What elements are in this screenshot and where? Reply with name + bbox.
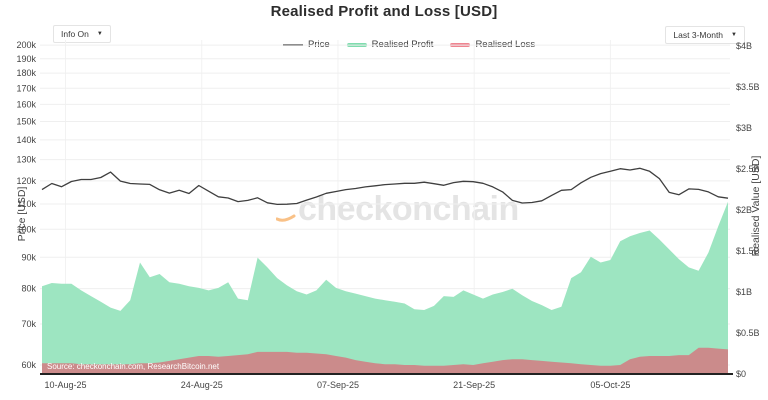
info-dropdown-label: Info On (61, 29, 89, 39)
checkonchain-logo-icon (276, 214, 296, 222)
y-left-tick-label: 150k (16, 117, 36, 127)
x-tick-label: 07-Sep-25 (317, 380, 359, 390)
y-right-tick-label: $1B (736, 287, 752, 297)
price-line-swatch (283, 43, 303, 46)
y-right-tick-label: $4B (736, 41, 752, 51)
y-left-tick-label: 110k (17, 199, 36, 209)
area-realised-loss[interactable] (42, 347, 728, 374)
y-left-tick-label: 70k (21, 319, 36, 329)
y-right-tick-label: $1.5B (736, 246, 760, 256)
right-axis-title: Realised Value [USD] (750, 155, 762, 257)
y-right-tick-label: $0.5B (736, 328, 760, 338)
range-dropdown-label: Last 3-Month (673, 30, 724, 40)
source-note: Source: checkonchain.com, ResearchBitcoi… (47, 362, 220, 371)
y-left-tick-label: 60k (21, 360, 36, 370)
price-line[interactable] (41, 167, 729, 206)
legend: Price Realised Profit Realised Loss (283, 39, 535, 50)
legend-label-price: Price (308, 39, 330, 50)
y-left-tick-label: 170k (16, 83, 36, 93)
y-left-tick-label: 190k (16, 54, 36, 64)
legend-item-realised-profit[interactable]: Realised Profit (346, 39, 434, 50)
x-tick-label: 24-Aug-25 (181, 380, 223, 390)
y-left-tick-label: 140k (16, 135, 36, 145)
left-axis-title: Price [USD] (16, 186, 28, 242)
area-realised-profit[interactable] (42, 201, 728, 374)
y-left-tick-label: 180k (16, 68, 36, 78)
y-right-tick-label: $3B (736, 123, 752, 133)
legend-item-price[interactable]: Price (283, 39, 330, 50)
caret-down-icon: ▼ (96, 31, 103, 37)
y-right-tick-label: $3.5B (736, 82, 760, 92)
realised-profit-swatch (346, 42, 367, 47)
legend-label-realised-profit: Realised Profit (371, 39, 434, 50)
y-left-tick-label: 80k (21, 284, 36, 294)
y-right-tick-label: $2.5B (736, 164, 760, 174)
info-dropdown[interactable]: Info On ▼ (53, 25, 111, 43)
y-left-tick-label: 100k (16, 224, 36, 234)
realised-loss-swatch (450, 42, 471, 47)
caret-down-icon: ▼ (731, 32, 737, 38)
y-left-tick-label: 130k (16, 155, 36, 165)
legend-label-realised-loss: Realised Loss (475, 39, 536, 50)
y-left-tick-label: 90k (21, 252, 36, 262)
x-tick-label: 10-Aug-25 (45, 380, 87, 390)
y-left-tick-label: 120k (16, 176, 36, 186)
y-left-tick-label: 160k (16, 99, 36, 109)
x-tick-label: 05-Oct-25 (590, 380, 630, 390)
watermark-text: checkonchain (298, 190, 519, 228)
y-right-tick-label: $0 (736, 369, 746, 379)
legend-item-realised-loss[interactable]: Realised Loss (450, 39, 535, 50)
y-left-tick-label: 200k (16, 40, 36, 50)
y-right-tick-label: $2B (736, 205, 752, 215)
watermark: checkonchain (276, 192, 519, 226)
x-tick-label: 21-Sep-25 (453, 380, 495, 390)
chart-title: Realised Profit and Loss [USD] (270, 3, 498, 20)
range-dropdown[interactable]: Last 3-Month ▼ (665, 26, 745, 44)
